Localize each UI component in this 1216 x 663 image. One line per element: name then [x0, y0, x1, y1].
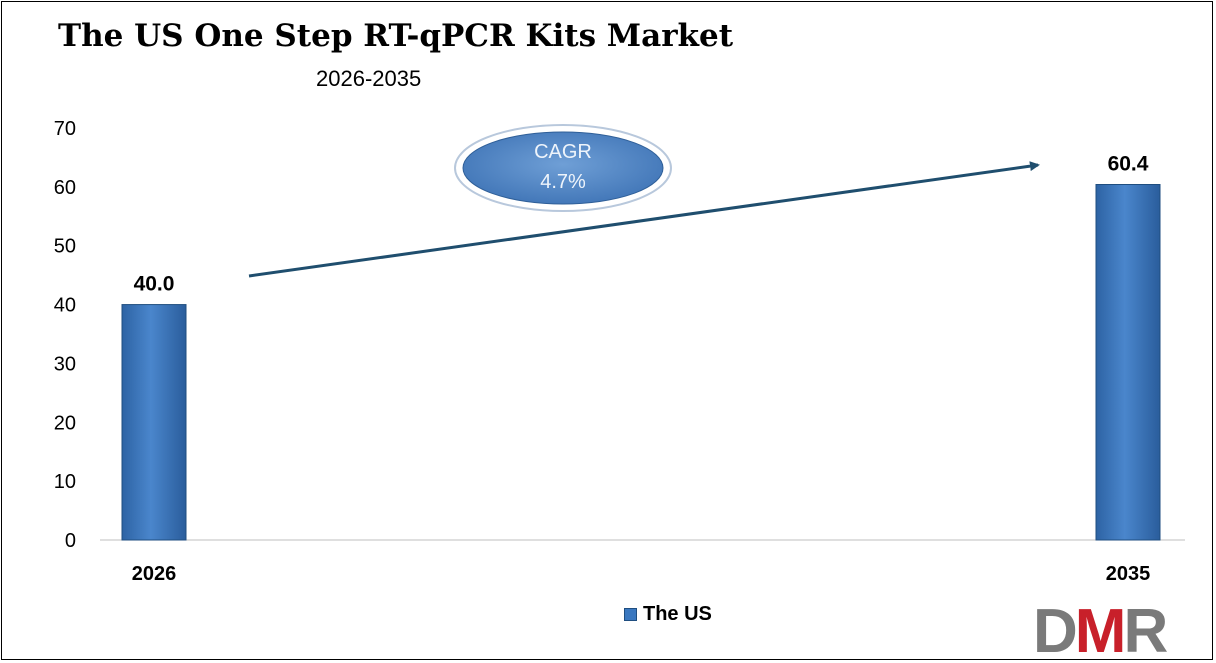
- cagr-value: 4.7%: [540, 171, 586, 193]
- cagr-badge: CAGR 4.7%: [454, 124, 672, 212]
- y-tick-label: 60: [54, 177, 76, 199]
- x-axis-labels: 2026 2035: [132, 563, 1151, 585]
- dmr-logo: DMR: [1033, 600, 1170, 658]
- y-tick-label: 50: [54, 236, 76, 258]
- chart-subtitle: 2026-2035: [316, 66, 422, 91]
- cagr-arrow: [248, 161, 1040, 278]
- bar: [121, 304, 187, 541]
- y-tick-label: 20: [54, 412, 76, 434]
- bar: [1095, 184, 1161, 541]
- data-label: 40.0: [134, 273, 175, 296]
- y-tick-label: 0: [65, 530, 76, 552]
- legend-label: The US: [643, 603, 712, 625]
- chart-title: The US One Step RT-qPCR Kits Market: [58, 18, 734, 54]
- x-tick-label: 2035: [1106, 563, 1151, 585]
- data-labels: 40.0 60.4: [134, 153, 1149, 296]
- logo-text: DMR: [1033, 600, 1167, 658]
- y-tick-label: 70: [54, 118, 76, 140]
- data-label: 60.4: [1108, 153, 1149, 176]
- y-axis-ticks: 0 10 20 30 40 50 60 70: [54, 118, 76, 552]
- cagr-label: CAGR: [534, 141, 592, 163]
- y-tick-label: 30: [54, 353, 76, 375]
- bars: [121, 184, 1161, 541]
- legend: The US: [624, 603, 712, 626]
- y-tick-label: 40: [54, 295, 76, 317]
- y-tick-label: 10: [54, 471, 76, 493]
- x-tick-label: 2026: [132, 563, 177, 585]
- legend-swatch: [624, 608, 637, 621]
